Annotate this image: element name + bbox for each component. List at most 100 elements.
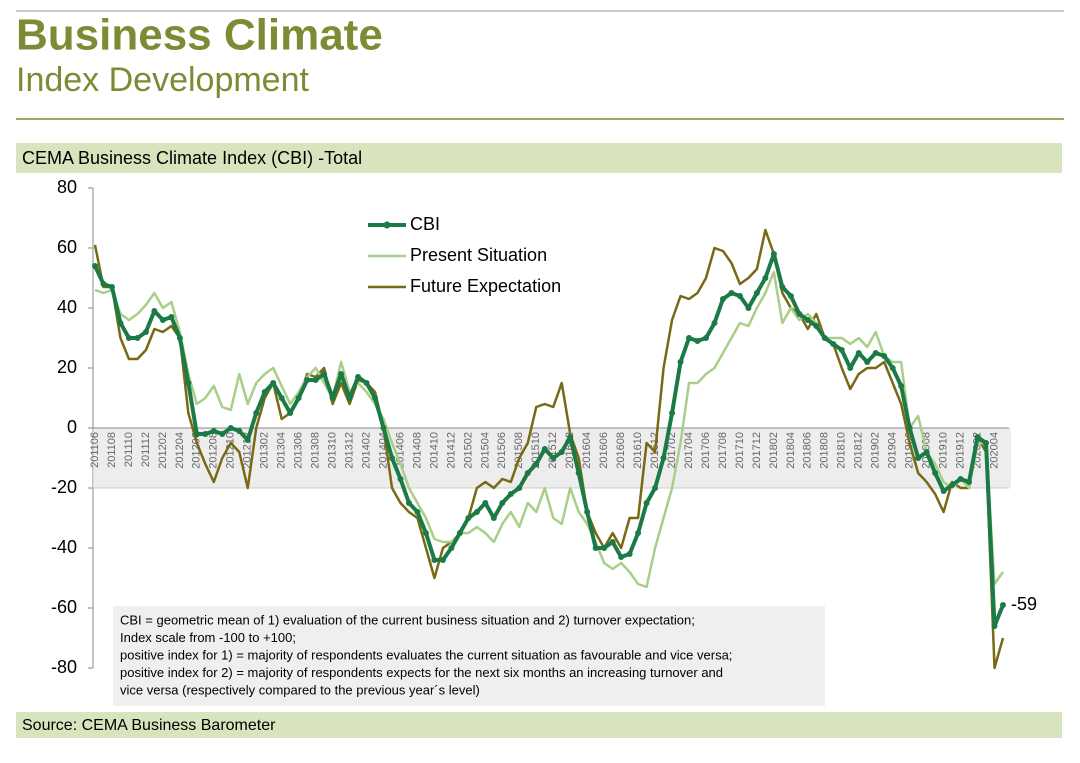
- marker: [838, 347, 845, 353]
- x-tick-label: 201204: [174, 432, 186, 469]
- marker: [923, 449, 930, 455]
- marker: [847, 365, 854, 371]
- marker: [796, 311, 803, 317]
- marker: [609, 539, 616, 545]
- marker: [686, 335, 693, 341]
- chart-title: CEMA Business Climate Index (CBI) -Total: [22, 148, 362, 168]
- marker: [940, 488, 947, 494]
- marker: [711, 320, 718, 326]
- marker: [584, 509, 591, 515]
- x-tick-label: 201702: [666, 432, 678, 469]
- marker: [516, 485, 523, 491]
- x-tick-label: 201504: [479, 432, 491, 469]
- marker: [473, 509, 480, 515]
- marker: [745, 305, 752, 311]
- x-tick-label: 201408: [411, 432, 423, 469]
- marker: [779, 284, 786, 290]
- marker: [159, 317, 166, 323]
- note-box: [113, 606, 825, 706]
- marker: [736, 293, 743, 299]
- marker: [448, 545, 455, 551]
- marker: [762, 275, 769, 281]
- marker: [210, 428, 217, 434]
- series-line: [93, 228, 1005, 670]
- marker: [507, 491, 514, 497]
- marker: [100, 281, 107, 287]
- marker: [202, 431, 209, 437]
- x-tick-label: 201806: [802, 432, 814, 469]
- x-tick-label: 201902: [870, 432, 882, 469]
- x-tick-label: 201502: [462, 432, 474, 469]
- x-tick-label: 201608: [615, 432, 627, 469]
- marker: [304, 377, 311, 383]
- y-tick-label: 40: [57, 297, 77, 317]
- source: Source: CEMA Business Barometer: [22, 717, 276, 734]
- x-tick-label: 201304: [276, 432, 288, 469]
- marker: [770, 251, 777, 257]
- marker: [439, 557, 446, 563]
- marker: [957, 476, 964, 482]
- marker: [346, 395, 353, 401]
- x-tick-label: 201308: [310, 432, 322, 469]
- y-tick-label: 0: [67, 417, 77, 437]
- chart-banner: [16, 143, 1062, 173]
- x-tick-label: 201904: [887, 432, 899, 469]
- marker: [728, 290, 735, 296]
- marker: [168, 314, 175, 320]
- marker: [355, 374, 362, 380]
- marker: [405, 500, 412, 506]
- marker: [524, 470, 531, 476]
- legend-label: Future Expectation: [410, 276, 561, 296]
- marker: [601, 545, 608, 551]
- y-tick-label: -20: [51, 477, 77, 497]
- marker: [363, 380, 370, 386]
- note-line: positive index for 1) = majority of resp…: [120, 647, 732, 662]
- marker: [635, 530, 642, 536]
- x-tick-label: 201506: [496, 432, 508, 469]
- marker: [219, 431, 226, 437]
- marker: [804, 317, 811, 323]
- marker: [321, 371, 328, 377]
- marker: [660, 455, 667, 461]
- x-tick-label: 201202: [157, 432, 169, 469]
- x-tick-label: 201812: [853, 432, 865, 469]
- marker: [236, 428, 243, 434]
- marker: [117, 320, 124, 326]
- marker: [949, 482, 956, 488]
- x-tick-label: 201410: [428, 432, 440, 469]
- marker: [253, 410, 260, 416]
- x-tick-label: 201910: [938, 432, 950, 469]
- x-tick-label: 201110: [123, 432, 135, 467]
- marker: [677, 359, 684, 365]
- marker: [193, 431, 200, 437]
- marker: [92, 263, 98, 269]
- marker: [490, 515, 497, 521]
- marker: [465, 515, 472, 521]
- x-tick-label: 201804: [785, 432, 797, 469]
- marker: [889, 365, 896, 371]
- y-tick-label: -80: [51, 657, 77, 677]
- marker: [456, 530, 463, 536]
- series-line: [94, 270, 1005, 589]
- x-tick-label: 201112: [140, 432, 152, 467]
- marker: [974, 434, 981, 440]
- x-tick-label: 201302: [259, 432, 271, 469]
- marker: [499, 500, 506, 506]
- legend-label: CBI: [410, 214, 440, 234]
- x-tick-label: 201402: [360, 432, 372, 469]
- y-tick-label: 80: [57, 177, 77, 197]
- marker: [787, 293, 794, 299]
- marker: [966, 479, 973, 485]
- x-tick-label: 201512: [547, 432, 559, 469]
- x-tick-label: 201808: [819, 432, 831, 469]
- marker: [270, 380, 277, 386]
- marker: [702, 335, 709, 341]
- marker: [389, 455, 396, 461]
- marker: [125, 335, 132, 341]
- marker: [906, 425, 913, 431]
- x-tick-label: 201106: [89, 432, 101, 468]
- note-line: CBI = geometric mean of 1) evaluation of…: [120, 612, 695, 627]
- marker: [414, 509, 421, 515]
- marker: [372, 395, 379, 401]
- marker: [261, 389, 268, 395]
